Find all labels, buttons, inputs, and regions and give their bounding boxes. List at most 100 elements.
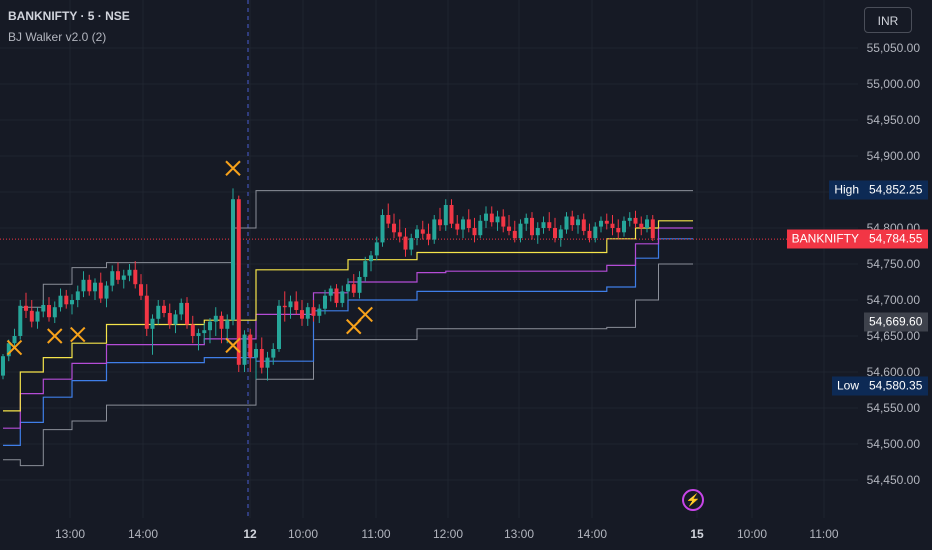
- candle-body: [162, 305, 166, 313]
- candle-body: [87, 279, 92, 292]
- candle-body: [6, 343, 11, 357]
- candle-body: [587, 230, 592, 239]
- candle-body: [311, 307, 316, 316]
- cross-marker: [6, 339, 23, 356]
- candle-body: [150, 318, 155, 329]
- candle-body: [449, 205, 454, 224]
- time-tick-label: 14:00: [127, 527, 159, 541]
- candle-body: [530, 217, 534, 236]
- candle-body: [213, 315, 218, 322]
- candle-body: [455, 223, 460, 230]
- time-tick-label: 11:00: [809, 527, 839, 541]
- cross-marker: [225, 160, 241, 176]
- candle-body: [622, 220, 626, 233]
- candle-body: [236, 199, 241, 365]
- candle-body: [288, 301, 293, 308]
- high-value-tag: 54,852.25: [864, 180, 928, 200]
- time-tick-label: 10:00: [287, 527, 319, 541]
- low-value-tag: 54,580.35: [864, 376, 928, 396]
- candle-body: [271, 349, 276, 358]
- candle-body: [409, 238, 414, 250]
- cross-marker: [225, 337, 241, 354]
- candle-body: [627, 217, 632, 221]
- candle-body: [133, 269, 138, 285]
- candle-body: [139, 284, 143, 296]
- candle-body: [35, 311, 40, 322]
- candle-body: [547, 222, 552, 228]
- candle-body: [41, 305, 46, 312]
- candle-body: [518, 223, 523, 239]
- candle-body: [351, 284, 356, 293]
- candle-body: [570, 216, 575, 226]
- candle-body: [179, 302, 184, 315]
- candle-body: [300, 310, 304, 319]
- currency-button[interactable]: INR: [864, 7, 912, 33]
- candle-body: [363, 261, 368, 277]
- candle-body: [650, 219, 655, 239]
- time-tick-label: 14:00: [576, 527, 608, 541]
- candle-body: [633, 217, 638, 224]
- low-label-tag: Low: [831, 376, 864, 396]
- candle-body: [524, 217, 529, 224]
- cross-marker: [346, 318, 362, 335]
- time-tick-label: 12: [243, 527, 257, 541]
- candle-body: [116, 271, 120, 280]
- candle-body: [277, 305, 281, 349]
- candle-body: [225, 320, 230, 329]
- time-tick-label: 13:00: [54, 527, 86, 541]
- candle-body: [202, 330, 207, 334]
- indicator-legend[interactable]: BJ Walker v2.0 (2): [8, 30, 107, 44]
- candle-body: [81, 279, 86, 292]
- candle-body: [380, 215, 385, 243]
- candle-body: [305, 307, 310, 319]
- candle-body: [553, 228, 557, 239]
- candle-body: [156, 305, 161, 319]
- candle-body: [599, 220, 603, 227]
- candle-body: [294, 301, 299, 310]
- candle-body: [254, 349, 258, 358]
- lightning-icon[interactable]: ⚡: [682, 489, 704, 511]
- candle-body: [167, 313, 172, 325]
- candle-body: [185, 302, 189, 325]
- candle-body: [190, 324, 195, 336]
- candle-body: [426, 233, 431, 240]
- symbol-title[interactable]: BANKNIFTY · 5 · NSE: [8, 9, 130, 23]
- price-tick-label: 54,550.00: [866, 401, 920, 415]
- candle-body: [29, 310, 34, 322]
- candle-body: [242, 334, 247, 365]
- candle-body: [604, 220, 609, 224]
- price-tick-label: 54,950.00: [866, 113, 920, 127]
- last-price-value-tag: 54,784.55: [864, 229, 928, 249]
- blue-band-line: [3, 238, 693, 446]
- candle-body: [386, 215, 391, 224]
- candle-body: [259, 349, 264, 368]
- candle-body: [196, 333, 201, 336]
- price-tick-label: 54,600.00: [866, 365, 920, 379]
- candle-body: [576, 219, 580, 226]
- cross-marker: [70, 326, 86, 343]
- candle-body: [12, 336, 17, 344]
- candle-body: [461, 219, 465, 230]
- candle-body: [110, 271, 115, 286]
- candle-body: [248, 334, 253, 358]
- time-tick-label: 11:00: [361, 527, 391, 541]
- price-tick-label: 54,900.00: [866, 149, 920, 163]
- candle-body: [340, 291, 345, 303]
- candle-body: [98, 282, 103, 299]
- candle-body: [47, 305, 51, 318]
- crosshair-price-tag: 54,669.60: [864, 312, 928, 332]
- candle-body: [415, 229, 419, 238]
- candle-body: [18, 305, 23, 336]
- candle-body: [346, 284, 350, 292]
- candle-body: [432, 219, 437, 240]
- candle-body: [478, 220, 483, 236]
- candle-body: [282, 305, 287, 308]
- candle-body: [121, 275, 126, 280]
- candle-body: [328, 288, 333, 296]
- candle-body: [535, 228, 540, 236]
- candle-body: [24, 305, 28, 311]
- candle-body: [369, 255, 373, 262]
- candle-body: [438, 219, 442, 226]
